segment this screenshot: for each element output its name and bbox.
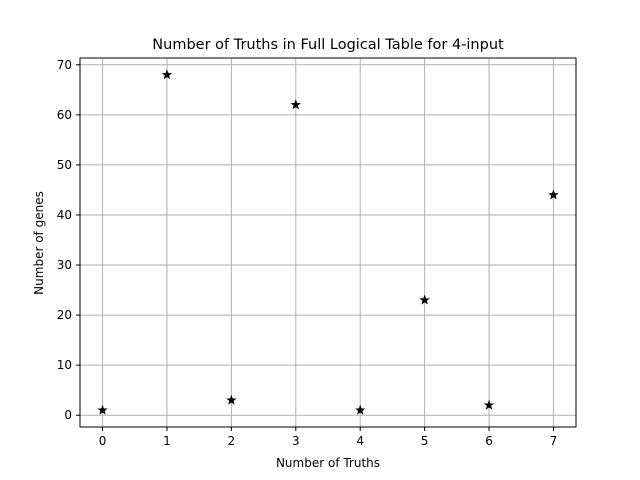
y-tick-label: 40 <box>57 208 72 222</box>
x-tick-label: 7 <box>550 434 558 448</box>
data-point <box>161 69 173 80</box>
data-point <box>290 99 302 110</box>
data-point <box>97 404 108 415</box>
chart-title: Number of Truths in Full Logical Table f… <box>152 37 504 53</box>
y-tick-label: 70 <box>57 58 72 72</box>
y-tick-label: 30 <box>57 258 72 272</box>
y-axis-ticks: 0 10 20 30 40 50 60 70 <box>57 58 80 422</box>
x-tick-label: 3 <box>292 434 300 448</box>
grid-lines <box>80 58 576 427</box>
x-tick-label: 6 <box>485 434 493 448</box>
x-axis-label: Number of Truths <box>276 456 380 470</box>
y-tick-label: 0 <box>64 408 72 422</box>
x-axis-ticks: 0 1 2 3 4 5 6 7 <box>99 427 558 448</box>
x-tick-label: 1 <box>163 434 171 448</box>
y-axis-label: Number of genes <box>32 191 46 295</box>
data-point <box>226 394 237 405</box>
y-tick-label: 60 <box>57 108 72 122</box>
data-point <box>548 189 559 200</box>
x-tick-label: 4 <box>356 434 364 448</box>
x-tick-label: 0 <box>99 434 107 448</box>
data-point <box>419 294 430 305</box>
data-point <box>354 404 366 415</box>
y-tick-label: 50 <box>57 158 72 172</box>
data-point <box>483 399 495 410</box>
y-tick-label: 10 <box>57 358 72 372</box>
x-tick-label: 2 <box>228 434 236 448</box>
plot-frame <box>79 57 577 428</box>
x-tick-label: 5 <box>421 434 429 448</box>
y-tick-label: 20 <box>57 308 72 322</box>
data-points <box>97 69 559 415</box>
